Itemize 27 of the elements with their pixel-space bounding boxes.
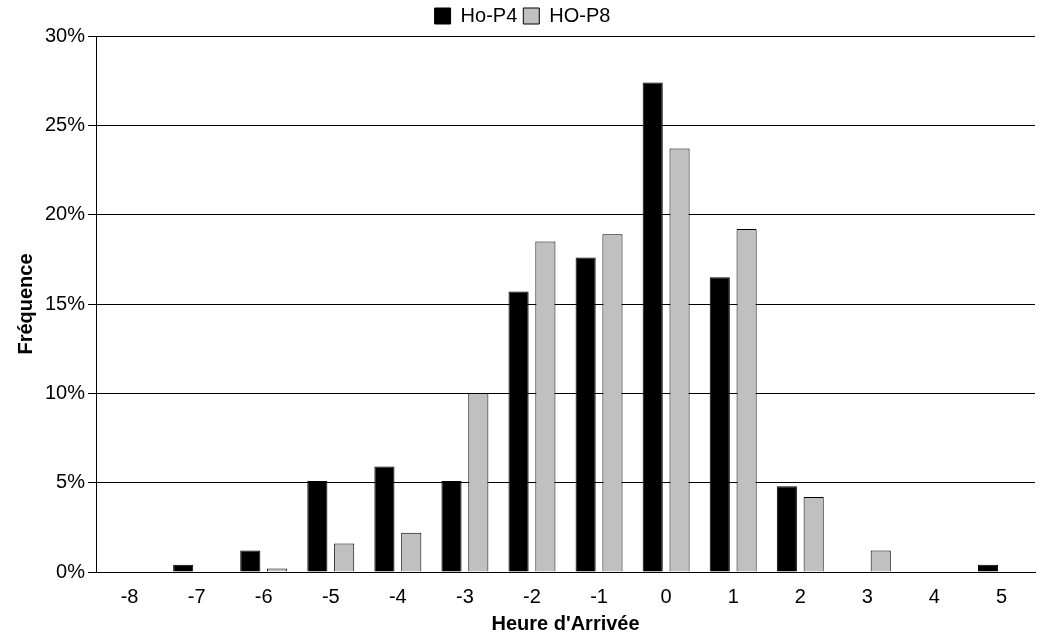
y-tick-label: 10% [45,380,86,403]
x-tick-label: 1 [727,584,739,607]
bar [776,486,797,572]
y-axis-title: Fréquence [13,253,36,355]
legend-label: HO-P8 [549,3,611,26]
x-tick-label: -7 [187,584,206,607]
x-tick-label: -1 [590,584,608,607]
legend-label: Ho-P4 [460,3,518,26]
x-tick-label: -8 [120,584,139,607]
x-tick-label: -3 [456,584,474,607]
y-tick-label: 0% [56,559,86,582]
x-tick-label: 2 [794,584,806,607]
x-tick-label: -5 [321,584,340,607]
x-tick-label: 0 [660,584,672,607]
y-tick-label: 30% [45,23,86,46]
x-tick-label: -2 [523,584,541,607]
x-tick-label: 5 [995,584,1008,607]
bar [240,550,261,572]
x-axis-title: Heure d'Arrivée [491,611,640,634]
x-tick-label: 4 [928,584,940,607]
x-tick-label: -4 [388,584,407,607]
x-tick-label: 3 [861,584,873,607]
x-tick-label: -6 [254,584,273,607]
y-tick-label: 15% [45,291,86,314]
y-tick-label: 5% [56,470,86,493]
y-tick-label: 25% [45,112,86,135]
y-tick-label: 20% [45,202,86,225]
